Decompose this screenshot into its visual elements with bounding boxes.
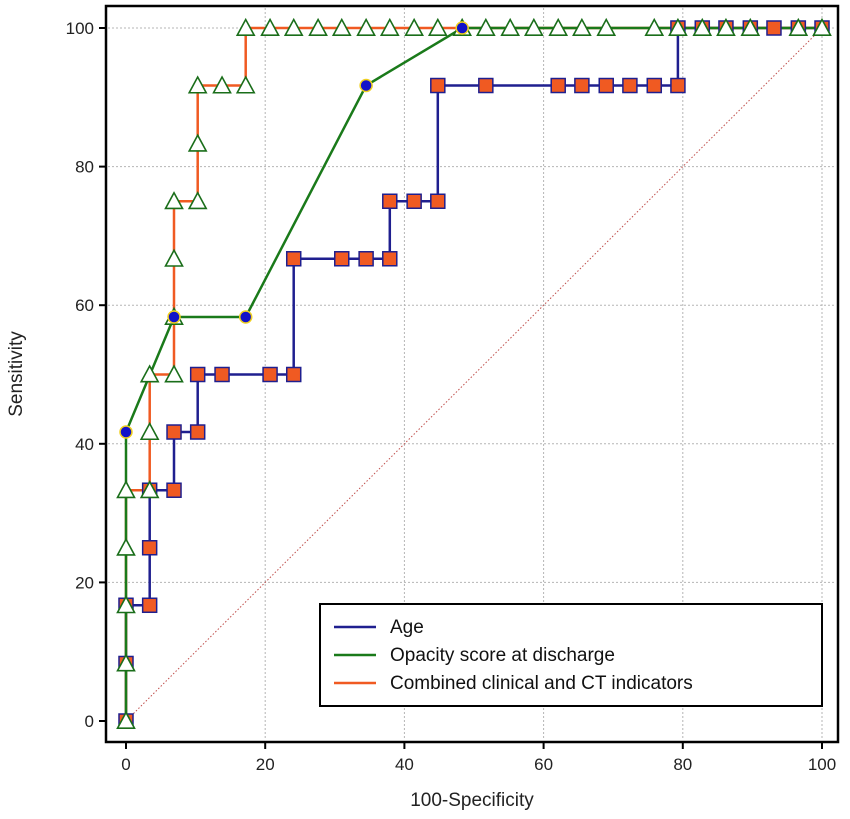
data-point	[139, 364, 160, 383]
data-point	[740, 17, 761, 37]
legend-label-combined: Combined clinical and CT indicators	[390, 673, 693, 694]
data-point	[358, 251, 374, 267]
axis-ticks: 0 20 40 60 80 100 0 20 40 60 80 100	[66, 19, 837, 774]
data-point	[308, 17, 328, 37]
data-point	[139, 421, 160, 441]
data-point	[379, 17, 400, 37]
data-point	[116, 595, 136, 614]
data-point	[235, 17, 256, 37]
data-point	[212, 75, 232, 94]
data-point	[141, 540, 158, 556]
data-point	[478, 77, 494, 94]
data-point	[116, 710, 136, 730]
reference-line	[125, 27, 823, 722]
data-point	[596, 17, 617, 37]
data-point	[404, 17, 424, 37]
data-point	[430, 77, 446, 94]
data-point	[475, 17, 496, 37]
x-axis-title: 100-Specificity	[410, 790, 534, 811]
plot-frame	[104, 4, 840, 744]
data-point	[164, 248, 184, 267]
data-point	[406, 193, 422, 209]
data-point	[334, 251, 350, 267]
x-tick-label: 80	[673, 755, 692, 774]
data-point	[141, 597, 158, 614]
series-marker-group	[119, 21, 469, 439]
data-point	[548, 17, 569, 37]
y-tick-label: 20	[75, 573, 94, 592]
data-point	[622, 77, 638, 94]
x-tick-label: 40	[395, 755, 414, 774]
data-point	[164, 364, 184, 383]
data-point	[116, 480, 136, 499]
data-point	[670, 77, 686, 94]
data-point	[382, 251, 398, 267]
data-point	[164, 191, 184, 210]
y-axis-title: Sensitivity	[6, 331, 27, 417]
data-point	[166, 424, 182, 440]
data-point	[285, 366, 302, 383]
data-point	[260, 17, 280, 37]
data-point	[572, 17, 592, 37]
data-point	[139, 480, 160, 499]
x-tick-label: 20	[256, 755, 275, 774]
series-layer	[116, 17, 832, 730]
data-point	[116, 653, 136, 672]
data-point	[812, 17, 832, 37]
y-tick-label: 60	[75, 296, 94, 315]
data-point	[331, 17, 352, 37]
y-tick-label: 40	[75, 435, 94, 454]
data-point	[430, 193, 446, 209]
data-point	[766, 20, 782, 36]
data-point	[214, 366, 230, 383]
data-point	[668, 17, 688, 37]
data-point	[235, 75, 256, 94]
data-point	[189, 424, 206, 440]
data-point	[187, 75, 208, 94]
data-point	[167, 310, 181, 324]
data-point	[644, 17, 665, 37]
x-tick-label: 100	[808, 755, 836, 774]
reference-diagonal	[125, 27, 823, 722]
data-point	[356, 17, 376, 37]
data-point	[189, 366, 206, 383]
y-tick-label: 80	[75, 158, 94, 177]
data-point	[359, 78, 373, 93]
legend: Age Opacity score at discharge Combined …	[319, 603, 823, 707]
data-point	[116, 537, 136, 556]
data-point	[427, 17, 448, 37]
data-point	[119, 425, 133, 439]
data-point	[524, 17, 544, 37]
x-tick-label: 60	[534, 755, 553, 774]
data-point	[382, 193, 398, 209]
data-point	[285, 251, 302, 267]
data-point	[598, 77, 614, 94]
data-point	[283, 17, 304, 37]
data-point	[262, 366, 278, 383]
data-point	[716, 17, 736, 37]
legend-label-age: Age	[390, 617, 424, 638]
data-point	[500, 17, 521, 37]
data-point	[692, 17, 713, 37]
data-point	[646, 77, 663, 94]
data-point	[550, 77, 566, 94]
y-tick-label: 0	[85, 712, 94, 731]
data-point	[187, 191, 208, 210]
data-point	[166, 482, 182, 498]
y-tick-label: 100	[66, 19, 94, 38]
data-point	[574, 77, 590, 94]
data-point	[238, 310, 253, 324]
data-point	[455, 21, 469, 35]
x-tick-label: 0	[121, 755, 130, 774]
legend-box	[319, 603, 823, 707]
data-point	[187, 133, 208, 152]
legend-label-opacity: Opacity score at discharge	[390, 645, 615, 666]
data-point	[788, 17, 809, 37]
